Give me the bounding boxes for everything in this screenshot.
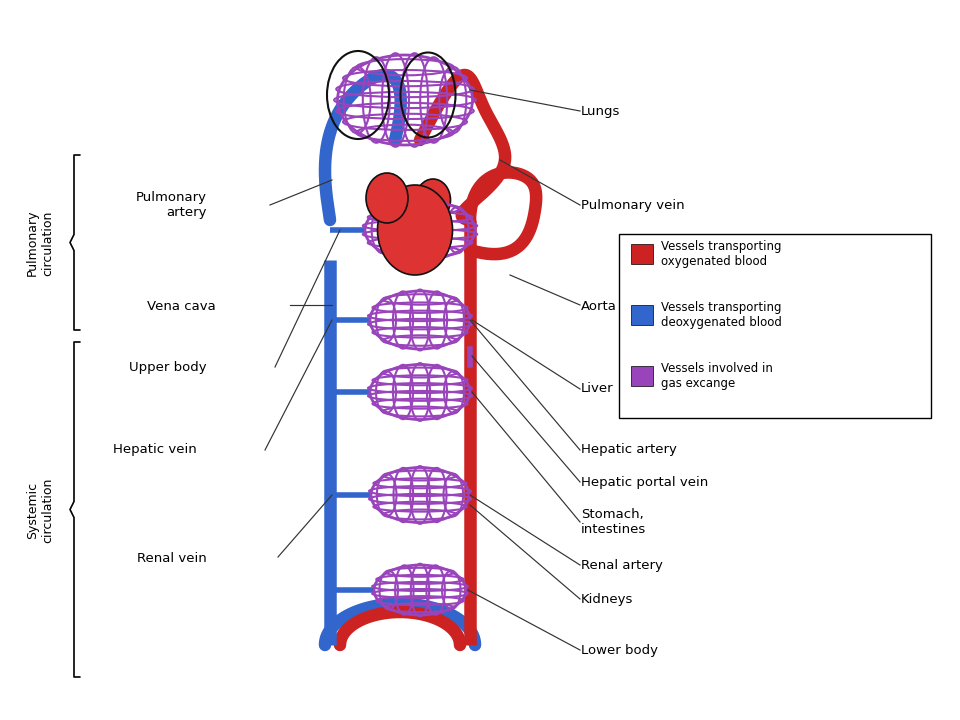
Text: Hepatic artery: Hepatic artery: [581, 444, 677, 456]
FancyBboxPatch shape: [632, 366, 653, 387]
FancyBboxPatch shape: [619, 234, 931, 418]
FancyBboxPatch shape: [632, 305, 653, 325]
Text: Lower body: Lower body: [581, 644, 658, 657]
Text: Aorta: Aorta: [581, 300, 616, 312]
Text: Stomach,
intestines: Stomach, intestines: [581, 508, 646, 536]
Text: Upper body: Upper body: [129, 361, 206, 374]
Text: Renal artery: Renal artery: [581, 559, 662, 572]
FancyBboxPatch shape: [632, 244, 653, 264]
Text: Lungs: Lungs: [581, 105, 620, 118]
Ellipse shape: [416, 179, 450, 221]
Text: Liver: Liver: [581, 382, 613, 395]
Text: Hepatic portal vein: Hepatic portal vein: [581, 476, 708, 489]
Text: Vessels transporting
deoxygenated blood: Vessels transporting deoxygenated blood: [661, 301, 782, 329]
Text: Pulmonary
circulation: Pulmonary circulation: [26, 210, 54, 276]
Text: Pulmonary vein: Pulmonary vein: [581, 199, 684, 212]
Text: Renal vein: Renal vein: [136, 552, 206, 564]
Text: Vessels transporting
oxygenated blood: Vessels transporting oxygenated blood: [661, 240, 781, 268]
Text: Hepatic vein: Hepatic vein: [113, 444, 197, 456]
Ellipse shape: [377, 185, 452, 275]
Text: Systemic
circulation: Systemic circulation: [26, 477, 54, 543]
Ellipse shape: [366, 173, 408, 223]
Text: Pulmonary
artery: Pulmonary artery: [135, 192, 206, 219]
Text: Vessels involved in
gas excange: Vessels involved in gas excange: [661, 362, 773, 390]
Text: Vena cava: Vena cava: [147, 300, 216, 312]
Text: Kidneys: Kidneys: [581, 593, 634, 606]
